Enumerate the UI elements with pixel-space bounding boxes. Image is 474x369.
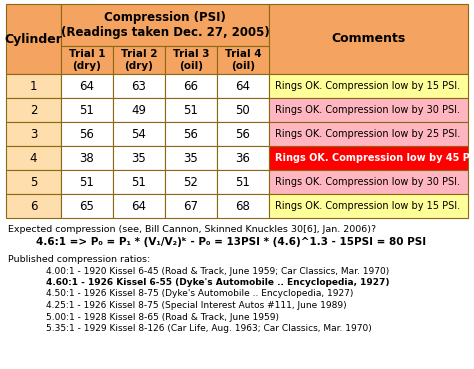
Text: Rings OK. Compression low by 15 PSI.: Rings OK. Compression low by 15 PSI. <box>275 201 460 211</box>
FancyBboxPatch shape <box>113 46 165 74</box>
FancyBboxPatch shape <box>6 170 61 194</box>
Text: Comments: Comments <box>331 32 406 45</box>
Text: 54: 54 <box>132 128 146 141</box>
Text: 64: 64 <box>236 79 250 93</box>
FancyBboxPatch shape <box>113 98 165 122</box>
FancyBboxPatch shape <box>113 146 165 170</box>
Text: 6: 6 <box>30 200 37 213</box>
FancyBboxPatch shape <box>113 122 165 146</box>
FancyBboxPatch shape <box>165 170 217 194</box>
Text: 64: 64 <box>131 200 146 213</box>
FancyBboxPatch shape <box>6 146 61 170</box>
FancyBboxPatch shape <box>269 4 468 74</box>
Text: 51: 51 <box>132 176 146 189</box>
Text: 4.60:1 - 1926 Kissel 6-55 (Dyke's Automobile .. Encyclopedia, 1927): 4.60:1 - 1926 Kissel 6-55 (Dyke's Automo… <box>46 278 390 287</box>
Text: 51: 51 <box>183 103 199 117</box>
Text: 5.35:1 - 1929 Kissel 8-126 (Car Life, Aug. 1963; Car Classics, Mar. 1970): 5.35:1 - 1929 Kissel 8-126 (Car Life, Au… <box>46 324 372 333</box>
FancyBboxPatch shape <box>165 46 217 74</box>
FancyBboxPatch shape <box>269 170 468 194</box>
Text: 5: 5 <box>30 176 37 189</box>
Text: Rings OK. Compression low by 30 PSI.: Rings OK. Compression low by 30 PSI. <box>275 177 460 187</box>
Text: 4.6:1 => P₀ = P₁ * (V₁/V₂)ᵏ - P₀ = 13PSI * (4.6)^1.3 - 15PSI = 80 PSI: 4.6:1 => P₀ = P₁ * (V₁/V₂)ᵏ - P₀ = 13PSI… <box>36 237 426 247</box>
FancyBboxPatch shape <box>165 146 217 170</box>
FancyBboxPatch shape <box>269 122 468 146</box>
Text: Trial 2
(dry): Trial 2 (dry) <box>121 49 157 71</box>
Text: Trial 3
(oil): Trial 3 (oil) <box>173 49 209 71</box>
Text: 2: 2 <box>30 103 37 117</box>
FancyBboxPatch shape <box>217 98 269 122</box>
FancyBboxPatch shape <box>217 74 269 98</box>
Text: 1: 1 <box>30 79 37 93</box>
FancyBboxPatch shape <box>269 74 468 98</box>
Text: Expected compression (see, Bill Cannon, Skinned Knuckles 30[6], Jan. 2006)?: Expected compression (see, Bill Cannon, … <box>8 225 376 234</box>
FancyBboxPatch shape <box>269 146 468 170</box>
Text: 35: 35 <box>132 152 146 165</box>
FancyBboxPatch shape <box>217 146 269 170</box>
FancyBboxPatch shape <box>61 4 269 46</box>
FancyBboxPatch shape <box>6 4 61 74</box>
Text: 67: 67 <box>183 200 199 213</box>
Text: 4.50:1 - 1926 Kissel 8-75 (Dyke's Automobile .. Encyclopedia, 1927): 4.50:1 - 1926 Kissel 8-75 (Dyke's Automo… <box>46 290 354 299</box>
Text: 68: 68 <box>236 200 250 213</box>
Text: 4.00:1 - 1920 Kissel 6-45 (Road & Track, June 1959; Car Classics, Mar. 1970): 4.00:1 - 1920 Kissel 6-45 (Road & Track,… <box>46 266 389 276</box>
FancyBboxPatch shape <box>61 98 113 122</box>
Text: 56: 56 <box>80 128 94 141</box>
Text: 51: 51 <box>236 176 250 189</box>
Text: Trial 1
(dry): Trial 1 (dry) <box>69 49 105 71</box>
Text: Published compression ratios:: Published compression ratios: <box>8 255 150 264</box>
Text: Cylinder: Cylinder <box>5 32 63 45</box>
FancyBboxPatch shape <box>61 74 113 98</box>
Text: Rings OK. Compression low by 45 PSI!: Rings OK. Compression low by 45 PSI! <box>275 153 474 163</box>
FancyBboxPatch shape <box>269 98 468 122</box>
Text: 4: 4 <box>30 152 37 165</box>
FancyBboxPatch shape <box>6 122 61 146</box>
FancyBboxPatch shape <box>61 122 113 146</box>
Text: Trial 4
(oil): Trial 4 (oil) <box>225 49 261 71</box>
Text: Rings OK. Compression low by 30 PSI.: Rings OK. Compression low by 30 PSI. <box>275 105 460 115</box>
Text: 64: 64 <box>80 79 94 93</box>
Text: 36: 36 <box>236 152 250 165</box>
Text: 38: 38 <box>80 152 94 165</box>
Text: 35: 35 <box>183 152 199 165</box>
FancyBboxPatch shape <box>165 194 217 218</box>
FancyBboxPatch shape <box>113 170 165 194</box>
FancyBboxPatch shape <box>6 98 61 122</box>
Text: 56: 56 <box>236 128 250 141</box>
FancyBboxPatch shape <box>165 122 217 146</box>
Text: Compression (PSI)
(Readings taken Dec. 27, 2005): Compression (PSI) (Readings taken Dec. 2… <box>61 11 269 39</box>
Text: Rings OK. Compression low by 25 PSI.: Rings OK. Compression low by 25 PSI. <box>275 129 460 139</box>
FancyBboxPatch shape <box>113 74 165 98</box>
Text: 4.25:1 - 1926 Kissel 8-75 (Special Interest Autos #111, June 1989): 4.25:1 - 1926 Kissel 8-75 (Special Inter… <box>46 301 346 310</box>
FancyBboxPatch shape <box>61 46 113 74</box>
Text: 49: 49 <box>131 103 146 117</box>
FancyBboxPatch shape <box>61 194 113 218</box>
Text: 56: 56 <box>183 128 199 141</box>
FancyBboxPatch shape <box>113 194 165 218</box>
FancyBboxPatch shape <box>61 170 113 194</box>
FancyBboxPatch shape <box>165 74 217 98</box>
Text: 66: 66 <box>183 79 199 93</box>
Text: 50: 50 <box>236 103 250 117</box>
Text: 51: 51 <box>80 103 94 117</box>
FancyBboxPatch shape <box>217 122 269 146</box>
Text: 51: 51 <box>80 176 94 189</box>
FancyBboxPatch shape <box>6 74 61 98</box>
Text: Rings OK. Compression low by 15 PSI.: Rings OK. Compression low by 15 PSI. <box>275 81 460 91</box>
FancyBboxPatch shape <box>61 146 113 170</box>
FancyBboxPatch shape <box>269 194 468 218</box>
Text: 5.00:1 - 1928 Kissel 8-65 (Road & Track, June 1959): 5.00:1 - 1928 Kissel 8-65 (Road & Track,… <box>46 313 279 321</box>
FancyBboxPatch shape <box>6 194 61 218</box>
FancyBboxPatch shape <box>165 98 217 122</box>
Text: 63: 63 <box>132 79 146 93</box>
FancyBboxPatch shape <box>217 46 269 74</box>
Text: 65: 65 <box>80 200 94 213</box>
Text: 52: 52 <box>183 176 199 189</box>
FancyBboxPatch shape <box>217 194 269 218</box>
Text: 3: 3 <box>30 128 37 141</box>
FancyBboxPatch shape <box>217 170 269 194</box>
